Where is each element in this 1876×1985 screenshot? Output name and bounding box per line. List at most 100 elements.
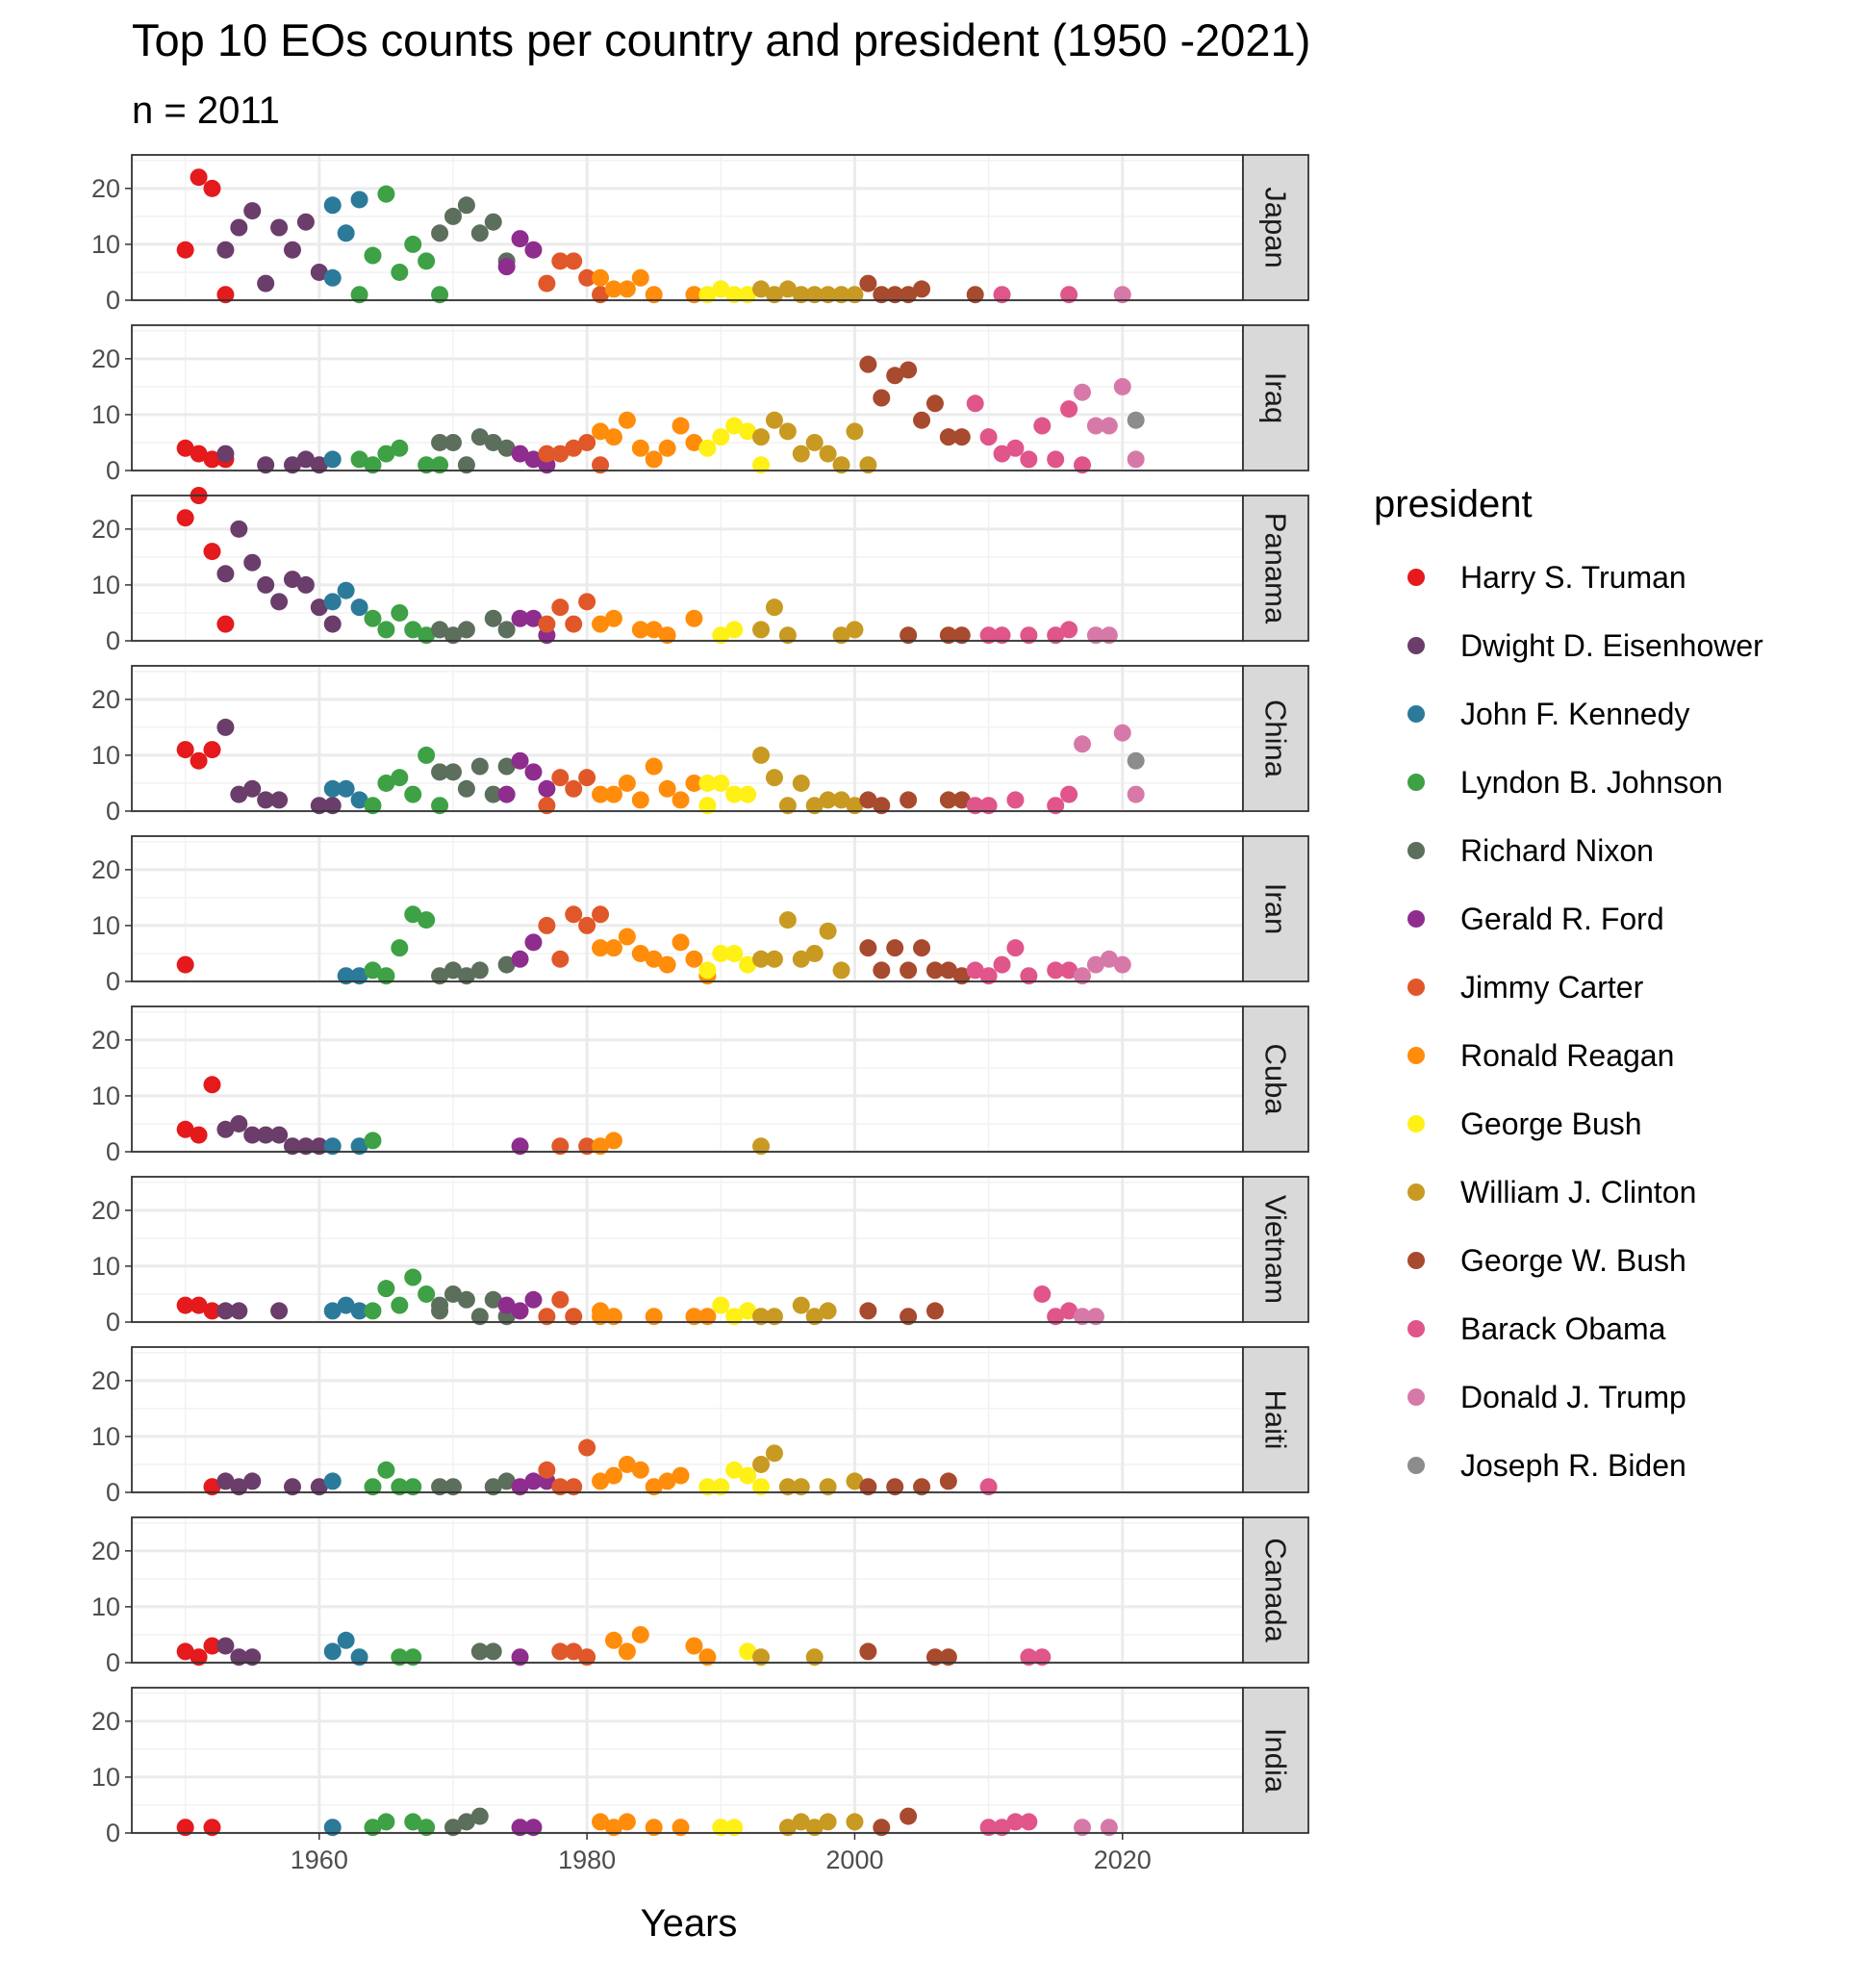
facet-strip [1242, 495, 1309, 642]
data-point [538, 1461, 556, 1479]
data-point [873, 286, 891, 304]
data-point [377, 1461, 395, 1479]
data-point [457, 1813, 475, 1831]
data-point [645, 1308, 663, 1326]
data-point [470, 224, 489, 242]
data-point [497, 1472, 516, 1490]
data-point [805, 286, 824, 304]
data-point [176, 241, 194, 259]
data-point [765, 769, 783, 787]
data-point [511, 751, 529, 770]
facet-panel-canada: 0 10 20 Canada [91, 1516, 1309, 1677]
data-point [444, 763, 462, 781]
data-point [846, 1472, 864, 1490]
y-tick-label: 0 [106, 456, 120, 485]
data-point [752, 1137, 771, 1156]
y-tick-label: 20 [91, 515, 120, 544]
data-point [698, 961, 717, 980]
x-tick-label: 2020 [1094, 1845, 1152, 1874]
data-point [578, 1137, 596, 1156]
data-point [203, 741, 221, 759]
data-point [725, 286, 744, 304]
chart-title: Top 10 EOs counts per country and presid… [132, 14, 1310, 65]
legend-key [1407, 1115, 1425, 1132]
data-point [404, 1813, 422, 1831]
data-point [778, 911, 797, 929]
data-point [859, 355, 877, 373]
data-point [391, 769, 409, 787]
data-point [1006, 939, 1025, 957]
legend-item: Ronald Reagan [1407, 1038, 1674, 1073]
data-point [203, 1302, 221, 1320]
data-point [470, 1807, 489, 1825]
data-point [792, 445, 810, 463]
data-point [203, 1819, 221, 1837]
data-point [725, 621, 744, 639]
data-point [538, 797, 556, 815]
data-point [270, 1302, 289, 1320]
data-point [645, 950, 663, 968]
data-point [538, 1308, 556, 1326]
data-point [1006, 1813, 1025, 1831]
data-point [592, 286, 610, 304]
data-point [604, 609, 622, 627]
data-point [900, 961, 918, 980]
data-point [364, 246, 382, 265]
data-point [685, 1637, 703, 1655]
data-point [859, 1642, 877, 1661]
data-point [631, 791, 649, 809]
legend-label: Harry S. Truman [1460, 560, 1686, 595]
data-point [323, 1137, 342, 1156]
facet-panel-china: 0 10 20 China [91, 665, 1309, 826]
data-point [230, 1114, 248, 1132]
data-point [886, 367, 904, 385]
data-point [310, 1137, 328, 1156]
data-point [431, 763, 449, 781]
data-point [846, 621, 864, 639]
data-point [752, 1308, 771, 1326]
data-point [1100, 1819, 1118, 1837]
data-point [819, 1478, 837, 1496]
data-point [698, 286, 717, 304]
data-point [484, 1642, 502, 1661]
data-point [176, 1819, 194, 1837]
data-point [511, 230, 529, 248]
data-point [551, 1290, 570, 1309]
data-point [658, 626, 676, 645]
data-point [578, 593, 596, 611]
data-point [418, 626, 436, 645]
data-point [712, 1296, 730, 1314]
data-point [1060, 286, 1078, 304]
data-point [1113, 955, 1131, 974]
data-point [1086, 626, 1104, 645]
data-point [873, 961, 891, 980]
data-point [1060, 785, 1078, 803]
data-point [672, 791, 690, 809]
data-point [672, 1466, 690, 1485]
legend-label: Ronald Reagan [1460, 1038, 1674, 1073]
data-point [712, 626, 730, 645]
data-point [993, 1819, 1011, 1837]
legend-key [1407, 979, 1425, 996]
data-point [578, 433, 596, 451]
data-point [1074, 1308, 1092, 1326]
data-point [364, 1478, 382, 1496]
data-point [323, 1642, 342, 1661]
data-point [377, 1280, 395, 1298]
data-point [323, 593, 342, 611]
data-point [565, 1642, 583, 1661]
data-point [457, 621, 475, 639]
y-tick-label: 0 [106, 967, 120, 996]
legend-key [1407, 842, 1425, 859]
data-point [431, 286, 449, 304]
data-point [257, 791, 275, 809]
facet-strip [1242, 665, 1309, 812]
data-point [391, 1648, 409, 1667]
legend-items: Harry S. Truman Dwight D. Eisenhower John … [1407, 560, 1763, 1483]
data-point [712, 774, 730, 792]
data-point [645, 1819, 663, 1837]
legend-label: Dwight D. Eisenhower [1460, 628, 1763, 663]
facet-panels: 0 10 20 Japan 0 10 20 Iraq 0 10 20 Panama 0 10 20 China… [91, 154, 1309, 1847]
data-point [1020, 626, 1038, 645]
